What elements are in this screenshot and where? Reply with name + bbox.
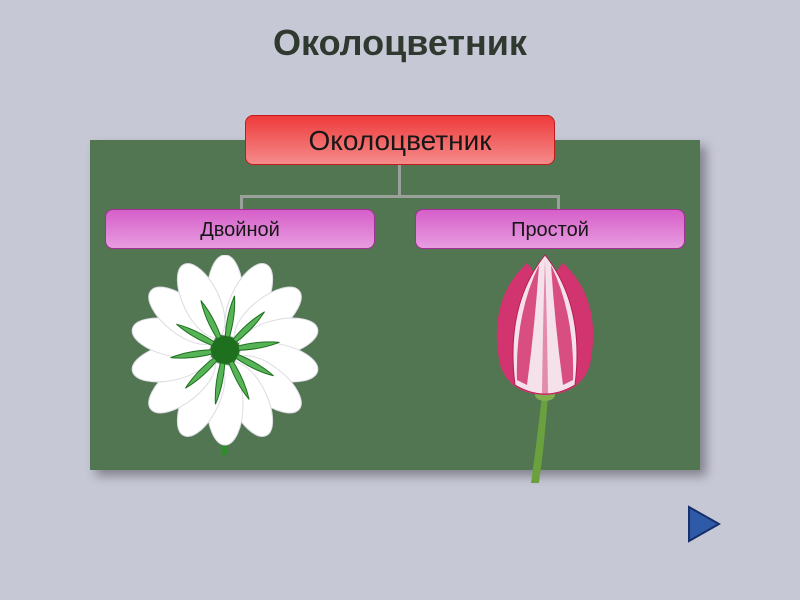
connector-drop-left	[240, 195, 243, 209]
slide: Околоцветник Околоцветник Двойной Просто…	[0, 0, 800, 600]
hierarchy-root-label: Околоцветник	[309, 125, 492, 156]
connector-hbar	[240, 195, 560, 198]
hierarchy-child-label: Простой	[511, 219, 589, 241]
hierarchy-root: Околоцветник	[245, 115, 555, 165]
hierarchy-child-label: Двойной	[200, 219, 280, 241]
page-title: Околоцветник	[0, 22, 800, 64]
play-icon	[685, 505, 723, 543]
next-button[interactable]	[685, 505, 723, 543]
hierarchy-child-double: Двойной	[105, 209, 375, 249]
flower-daisy	[110, 255, 340, 485]
connector-drop-right	[557, 195, 560, 209]
flower-tulip	[455, 245, 635, 485]
hierarchy-child-simple: Простой	[415, 209, 685, 249]
connector-vstem	[398, 165, 401, 195]
